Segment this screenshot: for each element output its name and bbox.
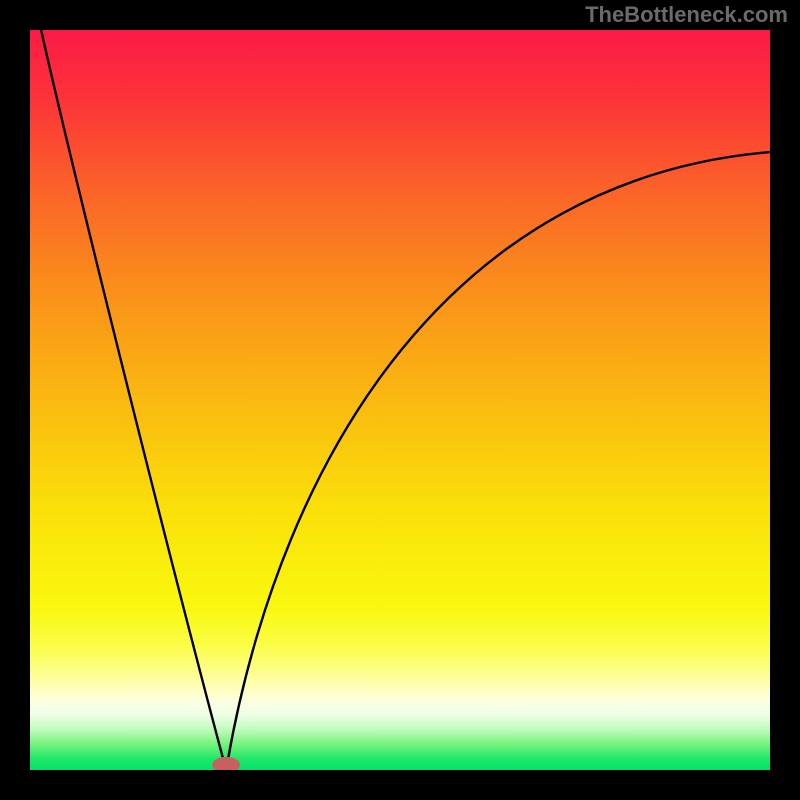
attribution-text: TheBottleneck.com [585,2,788,28]
optimum-marker [213,757,240,770]
bottleneck-plot [30,30,770,770]
chart-frame: TheBottleneck.com [0,0,800,800]
plot-background [30,30,770,770]
plot-svg [30,30,770,770]
